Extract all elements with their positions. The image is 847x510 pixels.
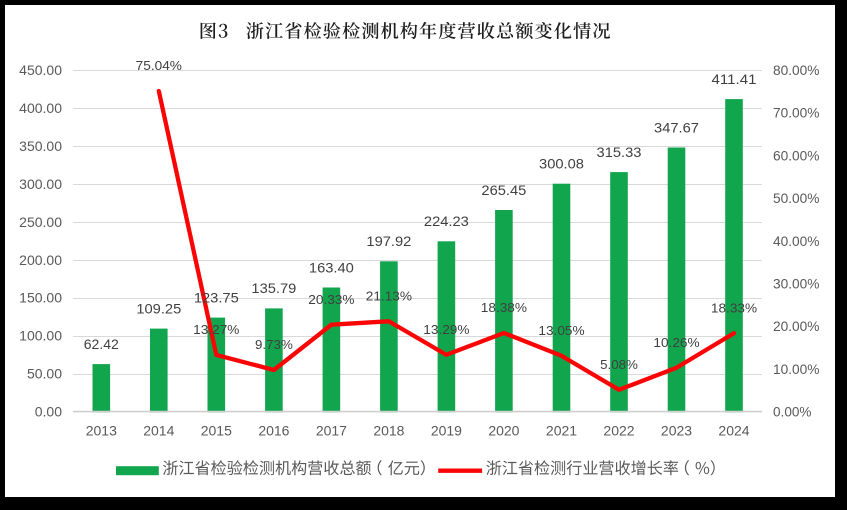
svg-text:50.00: 50.00 <box>27 366 62 382</box>
svg-text:224.23: 224.23 <box>424 213 469 229</box>
svg-text:2018: 2018 <box>373 423 404 439</box>
svg-text:135.79: 135.79 <box>251 280 296 296</box>
svg-text:2024: 2024 <box>718 423 749 439</box>
svg-text:2021: 2021 <box>546 423 577 439</box>
svg-text:13.29%: 13.29% <box>423 323 469 337</box>
svg-text:123.75: 123.75 <box>194 289 239 305</box>
svg-text:200.00: 200.00 <box>19 252 62 268</box>
svg-text:2015: 2015 <box>201 423 232 439</box>
svg-text:18.33%: 18.33% <box>711 301 757 315</box>
svg-text:315.33: 315.33 <box>597 144 642 160</box>
svg-text:411.41: 411.41 <box>712 71 757 87</box>
svg-text:20.00%: 20.00% <box>773 318 820 334</box>
svg-text:50.00%: 50.00% <box>773 190 820 206</box>
svg-text:2019: 2019 <box>431 423 462 439</box>
svg-text:150.00: 150.00 <box>19 290 62 306</box>
svg-text:40.00%: 40.00% <box>773 233 820 249</box>
svg-text:300.00: 300.00 <box>19 176 62 192</box>
svg-text:400.00: 400.00 <box>19 100 62 116</box>
svg-text:75.04%: 75.04% <box>136 59 182 73</box>
svg-text:2014: 2014 <box>143 423 174 439</box>
svg-text:80.00%: 80.00% <box>773 62 820 78</box>
svg-text:347.67: 347.67 <box>654 119 699 135</box>
svg-text:2022: 2022 <box>603 423 634 439</box>
svg-text:30.00%: 30.00% <box>773 276 820 292</box>
svg-text:21.13%: 21.13% <box>366 289 412 303</box>
svg-text:13.05%: 13.05% <box>538 324 584 338</box>
svg-text:450.00: 450.00 <box>19 62 62 78</box>
svg-text:20.33%: 20.33% <box>308 293 354 307</box>
svg-text:100.00: 100.00 <box>19 328 62 344</box>
svg-text:197.92: 197.92 <box>366 233 411 249</box>
svg-text:9.73%: 9.73% <box>255 338 293 352</box>
svg-text:60.00%: 60.00% <box>773 147 820 163</box>
svg-text:2023: 2023 <box>661 423 692 439</box>
svg-text:0.00%: 0.00% <box>773 404 812 420</box>
svg-text:2020: 2020 <box>488 423 519 439</box>
svg-text:70.00%: 70.00% <box>773 105 820 121</box>
svg-text:5.08%: 5.08% <box>600 358 638 372</box>
svg-text:250.00: 250.00 <box>19 214 62 230</box>
svg-text:2017: 2017 <box>316 423 347 439</box>
svg-text:109.25: 109.25 <box>136 300 181 316</box>
svg-text:163.40: 163.40 <box>309 259 354 275</box>
svg-text:300.08: 300.08 <box>539 156 584 172</box>
svg-text:13.27%: 13.27% <box>193 323 239 337</box>
svg-text:0.00: 0.00 <box>35 404 62 420</box>
svg-text:265.45: 265.45 <box>481 182 526 198</box>
svg-text:18.38%: 18.38% <box>481 301 527 315</box>
svg-text:2016: 2016 <box>258 423 289 439</box>
svg-text:10.26%: 10.26% <box>653 336 699 350</box>
svg-text:10.00%: 10.00% <box>773 361 820 377</box>
svg-text:350.00: 350.00 <box>19 138 62 154</box>
svg-text:62.42: 62.42 <box>84 336 119 352</box>
svg-text:2013: 2013 <box>86 423 117 439</box>
